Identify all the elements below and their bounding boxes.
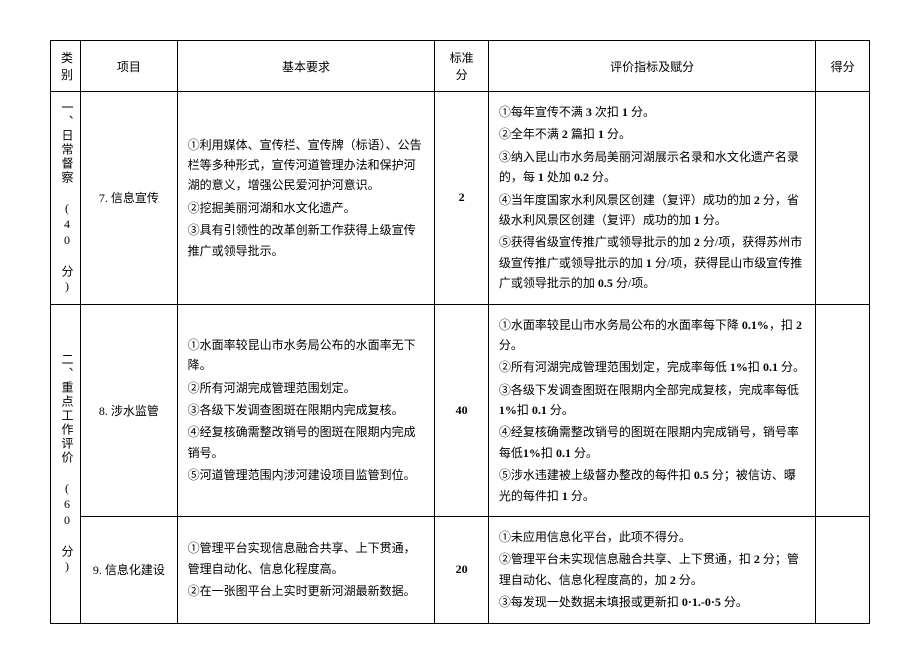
evaluation-table: 类别 项目 基本要求 标准分 评价指标及赋分 得分 一、日常督察 (40 分) … bbox=[50, 40, 870, 624]
r8-req4: ④经复核确需整改销号的图斑在限期内完成销号。 bbox=[188, 422, 425, 463]
r7-project: 7. 信息宣传 bbox=[81, 92, 178, 305]
r7-got bbox=[816, 92, 870, 305]
r8-got bbox=[816, 304, 870, 517]
cat2-label: 二、重点工作评价 (60 分) bbox=[61, 353, 73, 575]
r8-project: 8. 涉水监管 bbox=[81, 304, 178, 517]
r7-c3: ③纳入昆山市水务局美丽河湖展示名录和水文化遗产名录的，每 1 处加 0.2 分。 bbox=[499, 147, 805, 188]
r7-c4: ④当年度国家水利风景区创建（复评）成功的加 2 分，省级水利风景区创建（复评）成… bbox=[499, 190, 805, 231]
r9-project: 9. 信息化建设 bbox=[81, 517, 178, 624]
r9-req2: ②在一张图平台上实时更新河湖最新数据。 bbox=[188, 581, 425, 601]
r8-req: ①水面率较昆山市水务局公布的水面率无下降。 ②所有河湖完成管理范围划定。 ③各级… bbox=[177, 304, 435, 517]
header-row: 类别 项目 基本要求 标准分 评价指标及赋分 得分 bbox=[51, 41, 870, 92]
r9-c2: ②管理平台未实现信息融合共享、上下贯通，扣 2 分；管理自动化、信息化程度高的，… bbox=[499, 549, 805, 590]
r8-c4: ④经复核确需整改销号的图斑在限期内完成销号，销号率每低1%扣 0.1 分。 bbox=[499, 422, 805, 463]
r7-req3: ③具有引领性的改革创新工作获得上级宣传推广或领导批示。 bbox=[188, 220, 425, 261]
row-7: 一、日常督察 (40 分) 7. 信息宣传 ①利用媒体、宣传栏、宣传牌（标语）、… bbox=[51, 92, 870, 305]
r9-c1: ①未应用信息化平台，此项不得分。 bbox=[499, 527, 805, 547]
r8-c2: ②所有河湖完成管理范围划定，完成率每低 1%扣 0.1 分。 bbox=[499, 357, 805, 377]
row-9: 9. 信息化建设 ①管理平台实现信息融合共享、上下贯通，管理自动化、信息化程度高… bbox=[51, 517, 870, 624]
cat1-label: 一、日常督察 (40 分) bbox=[61, 101, 73, 295]
r8-c1: ①水面率较昆山市水务局公布的水面率每下降 0.1%，扣 2 分。 bbox=[499, 315, 805, 356]
r8-req2: ②所有河湖完成管理范围划定。 bbox=[188, 378, 425, 398]
hdr-std-score: 标准分 bbox=[435, 41, 489, 92]
r8-c5: ⑤涉水违建被上级督办整改的每件扣 0.5 分；被信访、曝光的每件扣 1 分。 bbox=[499, 465, 805, 506]
r8-req3: ③各级下发调查图斑在限期内完成复核。 bbox=[188, 400, 425, 420]
row-8: 二、重点工作评价 (60 分) 8. 涉水监管 ①水面率较昆山市水务局公布的水面… bbox=[51, 304, 870, 517]
r7-score: 2 bbox=[435, 92, 489, 305]
r9-c3: ③每发现一处数据未填报或更新扣 0·1.-0·5 分。 bbox=[499, 592, 805, 612]
r8-req1: ①水面率较昆山市水务局公布的水面率无下降。 bbox=[188, 335, 425, 376]
hdr-got-score: 得分 bbox=[816, 41, 870, 92]
r9-criteria: ①未应用信息化平台，此项不得分。 ②管理平台未实现信息融合共享、上下贯通，扣 2… bbox=[488, 517, 815, 624]
hdr-requirement: 基本要求 bbox=[177, 41, 435, 92]
r9-score: 20 bbox=[435, 517, 489, 624]
r7-criteria: ①每年宣传不满 3 次扣 1 分。 ②全年不满 2 篇扣 1 分。 ③纳入昆山市… bbox=[488, 92, 815, 305]
r7-req1: ①利用媒体、宣传栏、宣传牌（标语）、公告栏等多种形式，宣传河道管理办法和保护河湖… bbox=[188, 135, 425, 196]
r7-c1: ①每年宣传不满 3 次扣 1 分。 bbox=[499, 102, 805, 122]
r7-req: ①利用媒体、宣传栏、宣传牌（标语）、公告栏等多种形式，宣传河道管理办法和保护河湖… bbox=[177, 92, 435, 305]
hdr-category: 类别 bbox=[51, 41, 81, 92]
cat1-cell: 一、日常督察 (40 分) bbox=[51, 92, 81, 305]
r7-req2: ②挖掘美丽河湖和水文化遗产。 bbox=[188, 198, 425, 218]
r8-criteria: ①水面率较昆山市水务局公布的水面率每下降 0.1%，扣 2 分。 ②所有河湖完成… bbox=[488, 304, 815, 517]
r8-req5: ⑤河道管理范围内涉河建设项目监管到位。 bbox=[188, 465, 425, 485]
r7-c2: ②全年不满 2 篇扣 1 分。 bbox=[499, 124, 805, 144]
r8-score: 40 bbox=[435, 304, 489, 517]
hdr-criteria: 评价指标及赋分 bbox=[488, 41, 815, 92]
hdr-project: 项目 bbox=[81, 41, 178, 92]
r9-req: ①管理平台实现信息融合共享、上下贯通，管理自动化、信息化程度高。 ②在一张图平台… bbox=[177, 517, 435, 624]
r7-c5: ⑤获得省级宣传推广或领导批示的加 2 分/项，获得苏州市级宣传推广或领导批示的加… bbox=[499, 232, 805, 293]
r8-c3: ③各级下发调查图斑在限期内全部完成复核，完成率每低 1%扣 0.1 分。 bbox=[499, 380, 805, 421]
cat2-cell: 二、重点工作评价 (60 分) bbox=[51, 304, 81, 623]
r9-got bbox=[816, 517, 870, 624]
r9-req1: ①管理平台实现信息融合共享、上下贯通，管理自动化、信息化程度高。 bbox=[188, 538, 425, 579]
